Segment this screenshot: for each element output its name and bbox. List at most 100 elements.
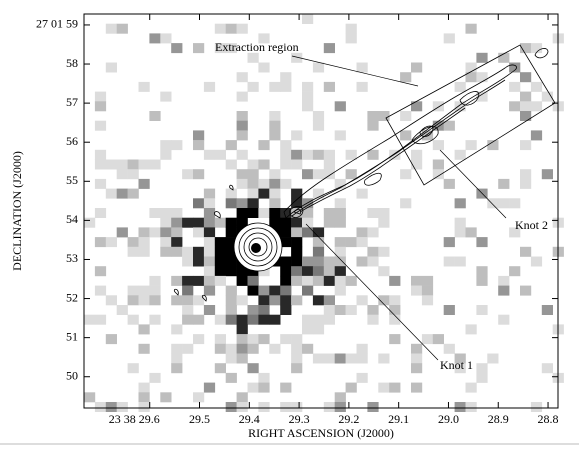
image-pixel (454, 402, 466, 412)
image-pixel (356, 227, 368, 238)
image-pixel (323, 353, 335, 364)
image-pixel (378, 295, 390, 306)
image-pixel (356, 372, 368, 383)
image-pixel (203, 305, 216, 315)
image-pixel (312, 266, 325, 277)
image-pixel (520, 111, 532, 121)
image-pixel (193, 314, 205, 325)
image-pixel (214, 266, 226, 277)
image-pixel (312, 295, 325, 306)
image-pixel (94, 402, 107, 412)
image-pixel (171, 237, 183, 248)
image-pixel (323, 149, 335, 160)
image-pixel (345, 382, 357, 393)
image-pixel (116, 402, 128, 412)
y-tick-label: 58 (66, 56, 78, 70)
image-pixel (94, 101, 107, 112)
image-pixel (247, 208, 259, 218)
image-pixel (509, 266, 521, 277)
image-pixel (312, 237, 325, 248)
image-pixel (105, 23, 117, 34)
image-pixel (498, 285, 510, 296)
image-pixel (530, 130, 543, 141)
image-pixel (160, 33, 172, 44)
image-pixel (280, 295, 292, 306)
image-pixel (236, 324, 248, 335)
image-pixel (334, 353, 346, 364)
image-pixel (345, 33, 357, 44)
image-pixel (520, 285, 532, 296)
contours (173, 48, 549, 302)
image-pixel (280, 72, 292, 83)
image-pixel (247, 198, 259, 209)
image-pixel (258, 159, 270, 170)
image-pixel (291, 237, 303, 248)
image-pixel (193, 198, 205, 209)
image-pixel (530, 101, 543, 112)
image-pixel (345, 353, 357, 364)
image (84, 14, 564, 412)
image-pixel (302, 266, 314, 277)
image-pixel (476, 72, 488, 83)
image-pixel (356, 237, 368, 248)
image-pixel (520, 72, 532, 83)
image-pixel (520, 140, 532, 151)
image-pixel (312, 227, 325, 238)
image-pixel (432, 334, 444, 345)
image-pixel (302, 101, 314, 112)
image-pixel (291, 246, 303, 257)
image-pixel (334, 237, 346, 248)
image-pixel (389, 382, 401, 393)
image-pixel (203, 217, 216, 228)
image-pixel (432, 169, 444, 180)
image-pixel (236, 402, 248, 412)
image-pixel (530, 81, 543, 92)
image-pixel (520, 101, 532, 112)
image-pixel (247, 275, 259, 286)
image-pixel (247, 363, 259, 374)
image-pixel (160, 392, 172, 403)
image-pixel (421, 285, 434, 296)
image-pixel (280, 275, 292, 286)
image-pixel (94, 178, 107, 189)
image-pixel (269, 188, 281, 199)
image-pixel (225, 159, 237, 170)
image-pixel (465, 62, 477, 73)
image-pixel (138, 382, 150, 393)
image-pixel (225, 266, 237, 277)
image-pixel (541, 91, 553, 102)
image-pixel (541, 305, 553, 315)
image-pixel (105, 237, 117, 248)
image-pixel (247, 159, 259, 170)
image-pixel (432, 159, 444, 170)
image-pixel (127, 237, 139, 248)
image-pixel (171, 208, 183, 218)
image-pixel (454, 101, 466, 112)
image-pixel (345, 305, 357, 315)
image-pixel (280, 402, 292, 412)
image-pixel (509, 198, 521, 209)
image-pixel (149, 285, 161, 296)
image-pixel (389, 314, 401, 325)
image-pixel (127, 363, 139, 374)
image-pixel (203, 188, 216, 199)
image-pixel (520, 169, 532, 180)
image-pixel (291, 402, 303, 412)
image-pixel (258, 178, 270, 189)
image-pixel (520, 178, 532, 189)
image-pixel (367, 256, 379, 267)
image-pixel (236, 169, 248, 180)
image-pixel (203, 208, 216, 218)
image-pixel (138, 81, 150, 92)
image-pixel (247, 81, 259, 92)
image-pixel (247, 169, 259, 180)
annotation: Knot 2 (515, 218, 548, 232)
image-pixel (160, 227, 172, 238)
image-pixel (258, 334, 270, 345)
annotation: Knot 1 (440, 358, 473, 372)
image-pixel (193, 275, 205, 286)
image-pixel (160, 140, 172, 151)
image-pixel (203, 266, 216, 277)
image-pixel (127, 285, 139, 296)
